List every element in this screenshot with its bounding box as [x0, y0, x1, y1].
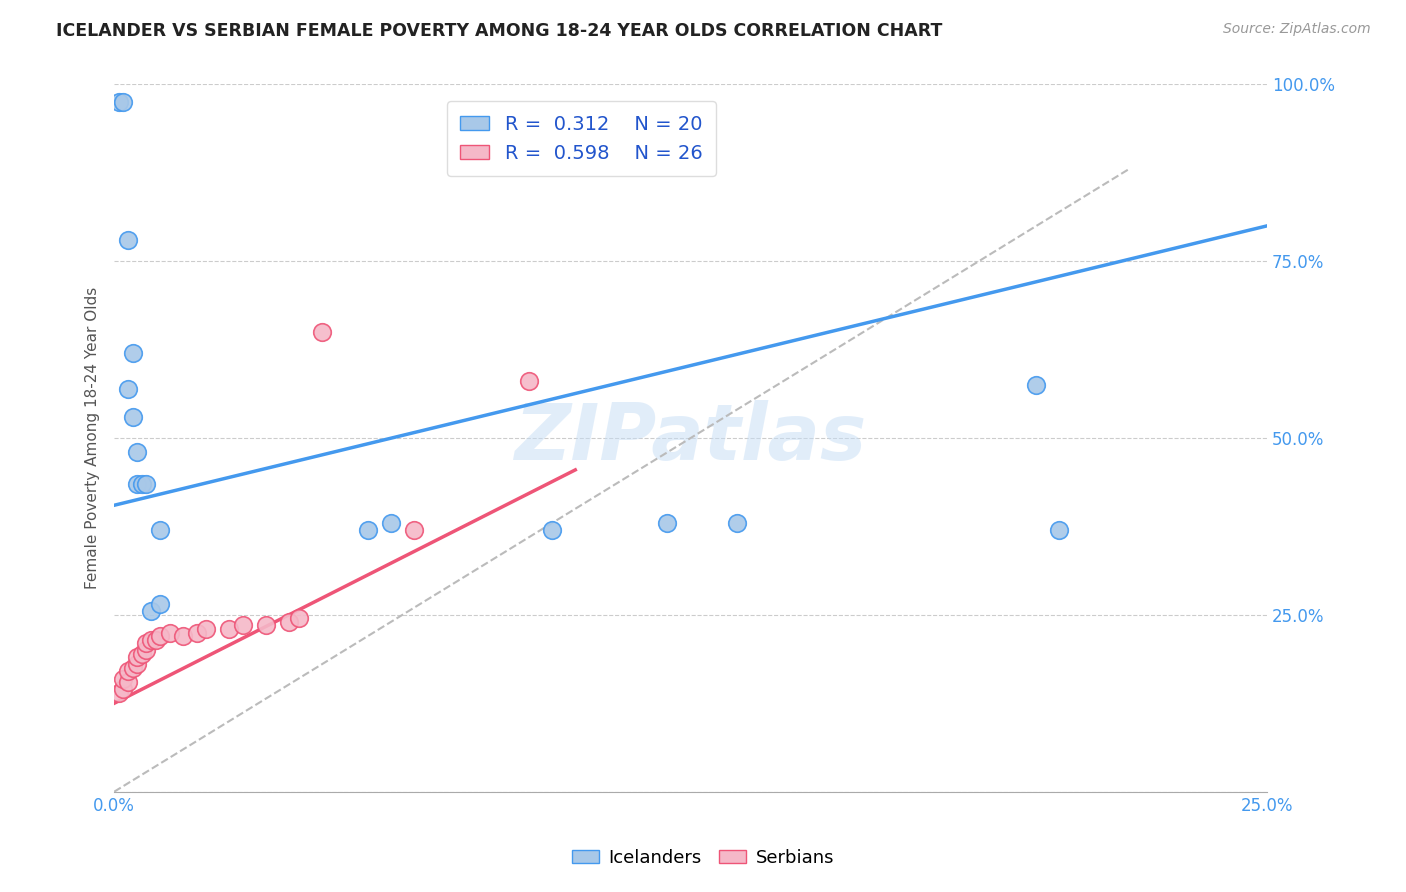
Point [121, 661, 143, 675]
Y-axis label: Female Poverty Among 18-24 Year Olds: Female Poverty Among 18-24 Year Olds [86, 287, 100, 590]
Point [131, 477, 153, 491]
Text: ICELANDER VS SERBIAN FEMALE POVERTY AMONG 18-24 YEAR OLDS CORRELATION CHART: ICELANDER VS SERBIAN FEMALE POVERTY AMON… [56, 22, 942, 40]
Point [131, 647, 153, 661]
Point [127, 650, 149, 665]
Point [218, 622, 240, 636]
Point [254, 618, 277, 632]
Text: Source: ZipAtlas.com: Source: ZipAtlas.com [1223, 22, 1371, 37]
Point [195, 622, 218, 636]
Point [278, 615, 301, 629]
Point [127, 657, 149, 672]
Point [117, 382, 139, 396]
Point [380, 516, 402, 530]
Point [402, 523, 425, 537]
Point [541, 523, 564, 537]
Point [725, 516, 748, 530]
Point [112, 95, 135, 109]
Point [159, 625, 181, 640]
Point [117, 665, 139, 679]
Point [517, 375, 540, 389]
Point [135, 477, 157, 491]
Point [172, 629, 194, 643]
Point [139, 604, 162, 618]
Point [107, 95, 129, 109]
Point [149, 597, 172, 611]
Point [145, 632, 167, 647]
Point [186, 625, 208, 640]
Point [117, 675, 139, 690]
Point [107, 686, 129, 700]
Point [657, 516, 679, 530]
Point [232, 618, 254, 632]
Text: ZIPatlas: ZIPatlas [515, 401, 866, 476]
Point [1025, 378, 1047, 392]
Point [127, 445, 149, 459]
Legend: Icelanders, Serbians: Icelanders, Serbians [565, 842, 841, 874]
Point [149, 629, 172, 643]
Point [287, 611, 309, 625]
Point [149, 523, 172, 537]
Point [1047, 523, 1070, 537]
Point [139, 632, 162, 647]
Point [121, 409, 143, 424]
Point [127, 477, 149, 491]
Point [117, 233, 139, 247]
Point [112, 672, 135, 686]
Point [121, 346, 143, 360]
Point [135, 643, 157, 657]
Point [112, 682, 135, 697]
Point [311, 325, 333, 339]
Point [135, 636, 157, 650]
Legend: R =  0.312    N = 20, R =  0.598    N = 26: R = 0.312 N = 20, R = 0.598 N = 26 [447, 101, 717, 177]
Point [357, 523, 380, 537]
